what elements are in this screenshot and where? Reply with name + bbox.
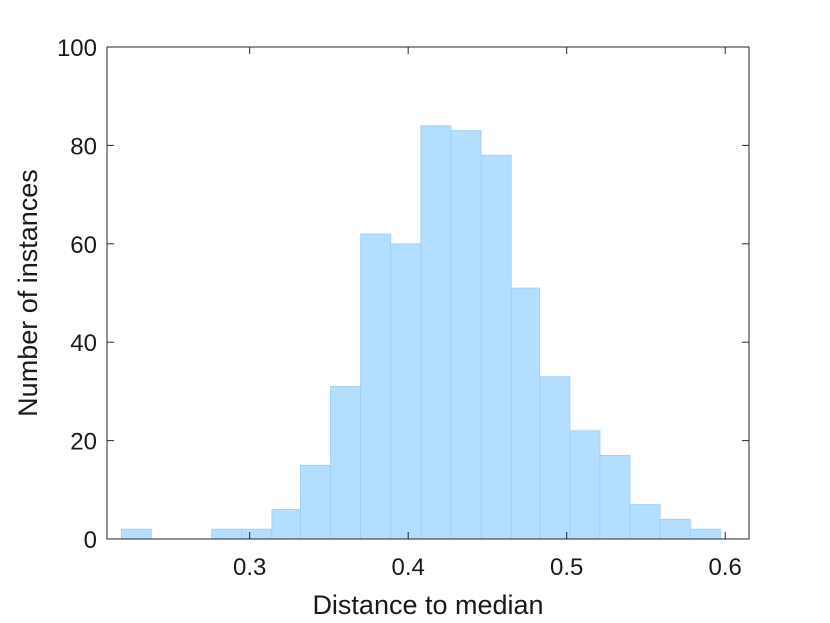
- histogram-bar: [689, 528, 721, 540]
- histogram-bar: [211, 528, 243, 540]
- y-axis-label: Number of instances: [13, 169, 43, 417]
- y-tick-label: 0: [84, 527, 97, 554]
- x-tick-label: 0.6: [709, 554, 742, 581]
- histogram-bar: [299, 464, 331, 540]
- x-tick-label: 0.5: [550, 554, 583, 581]
- axis-ticks: 0.3 0.4 0.5 0.6 0 20 40 60 80 100: [57, 35, 749, 581]
- histogram-bar: [241, 528, 273, 540]
- y-tick-label: 80: [70, 133, 97, 160]
- histogram-bar: [480, 154, 512, 540]
- histogram-bar: [629, 504, 661, 540]
- y-tick-label: 20: [70, 429, 97, 456]
- histogram-bar: [120, 528, 152, 540]
- histogram-bar: [330, 386, 362, 540]
- y-tick-label: 40: [70, 330, 97, 357]
- x-tick-label: 0.4: [391, 554, 424, 581]
- histogram-bar: [420, 125, 452, 540]
- histogram-bar: [360, 233, 392, 540]
- histogram-bar: [599, 454, 631, 540]
- y-tick-label: 60: [70, 232, 97, 259]
- histogram-bar: [569, 430, 601, 540]
- histogram-bar: [659, 518, 691, 540]
- histogram-bar: [539, 376, 571, 540]
- histogram-bar: [271, 509, 301, 540]
- histogram-bar: [450, 130, 482, 540]
- y-tick-label: 100: [57, 35, 97, 62]
- histogram-bar: [390, 243, 422, 540]
- plot-axes-box: [106, 46, 750, 540]
- histogram-bar: [510, 287, 541, 540]
- histogram-bars: [120, 125, 721, 540]
- x-tick-label: 0.3: [233, 554, 266, 581]
- x-axis-label: Distance to median: [312, 590, 543, 620]
